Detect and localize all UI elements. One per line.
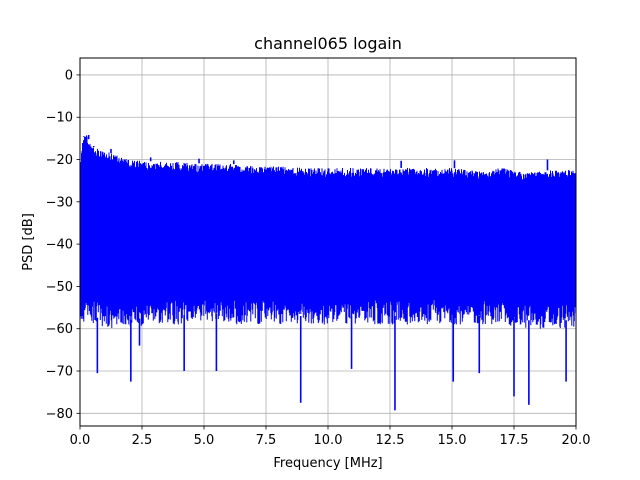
chart-title: channel065 logain <box>254 34 402 53</box>
x-tick-label: 10.0 <box>314 433 343 448</box>
y-tick-label: −20 <box>46 153 73 168</box>
x-tick-label: 7.5 <box>256 433 277 448</box>
x-tick-label: 5.0 <box>194 433 215 448</box>
y-axis-label: PSD [dB] <box>21 213 36 271</box>
y-tick-label: −60 <box>46 322 73 337</box>
x-axis: 0.0 2.5 5.0 7.5 10.0 12.5 15.0 17.5 20.0 <box>70 426 591 448</box>
y-tick-label: −10 <box>46 111 73 126</box>
x-tick-label: 2.5 <box>132 433 153 448</box>
x-tick-label: 0.0 <box>70 433 91 448</box>
y-tick-label: 0 <box>65 68 73 83</box>
y-tick-label: −30 <box>46 195 73 210</box>
x-axis-label: Frequency [MHz] <box>273 456 382 471</box>
y-axis: 0 −10 −20 −30 −40 −50 −60 −70 −80 <box>46 68 80 422</box>
y-tick-label: −40 <box>46 238 73 253</box>
plot-area <box>80 134 576 411</box>
x-tick-label: 20.0 <box>562 433 591 448</box>
x-tick-label: 12.5 <box>376 433 405 448</box>
y-tick-label: −80 <box>46 407 73 422</box>
y-tick-label: −70 <box>46 365 73 380</box>
psd-line <box>80 135 576 329</box>
x-tick-label: 17.5 <box>500 433 529 448</box>
x-tick-label: 15.0 <box>438 433 467 448</box>
y-tick-label: −50 <box>46 280 73 295</box>
